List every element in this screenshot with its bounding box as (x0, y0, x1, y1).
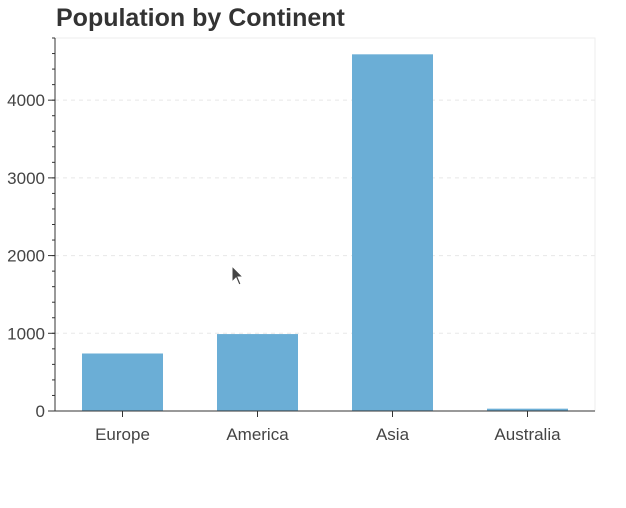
x-tick-label: Europe (95, 425, 150, 444)
x-tick-label: Asia (376, 425, 410, 444)
y-tick-label: 2000 (7, 247, 45, 266)
x-tick-label: Australia (494, 425, 561, 444)
bar-america (217, 334, 298, 411)
x-tick-label: America (226, 425, 289, 444)
axes (48, 37, 595, 417)
y-tick-label: 3000 (7, 169, 45, 188)
bar-europe (82, 353, 163, 411)
y-tick-label: 0 (36, 402, 45, 421)
tick-labels: 0 1000 2000 3000 4000 Europe America Asia Austra… (7, 91, 561, 444)
y-tick-label: 4000 (7, 91, 45, 110)
bar-asia (352, 54, 433, 411)
mouse-cursor-icon (231, 265, 245, 286)
gridlines (55, 99, 595, 334)
bar-australia (487, 408, 568, 411)
y-tick-label: 1000 (7, 324, 45, 343)
chart-title: Population by Continent (56, 4, 345, 32)
bars (82, 54, 568, 411)
